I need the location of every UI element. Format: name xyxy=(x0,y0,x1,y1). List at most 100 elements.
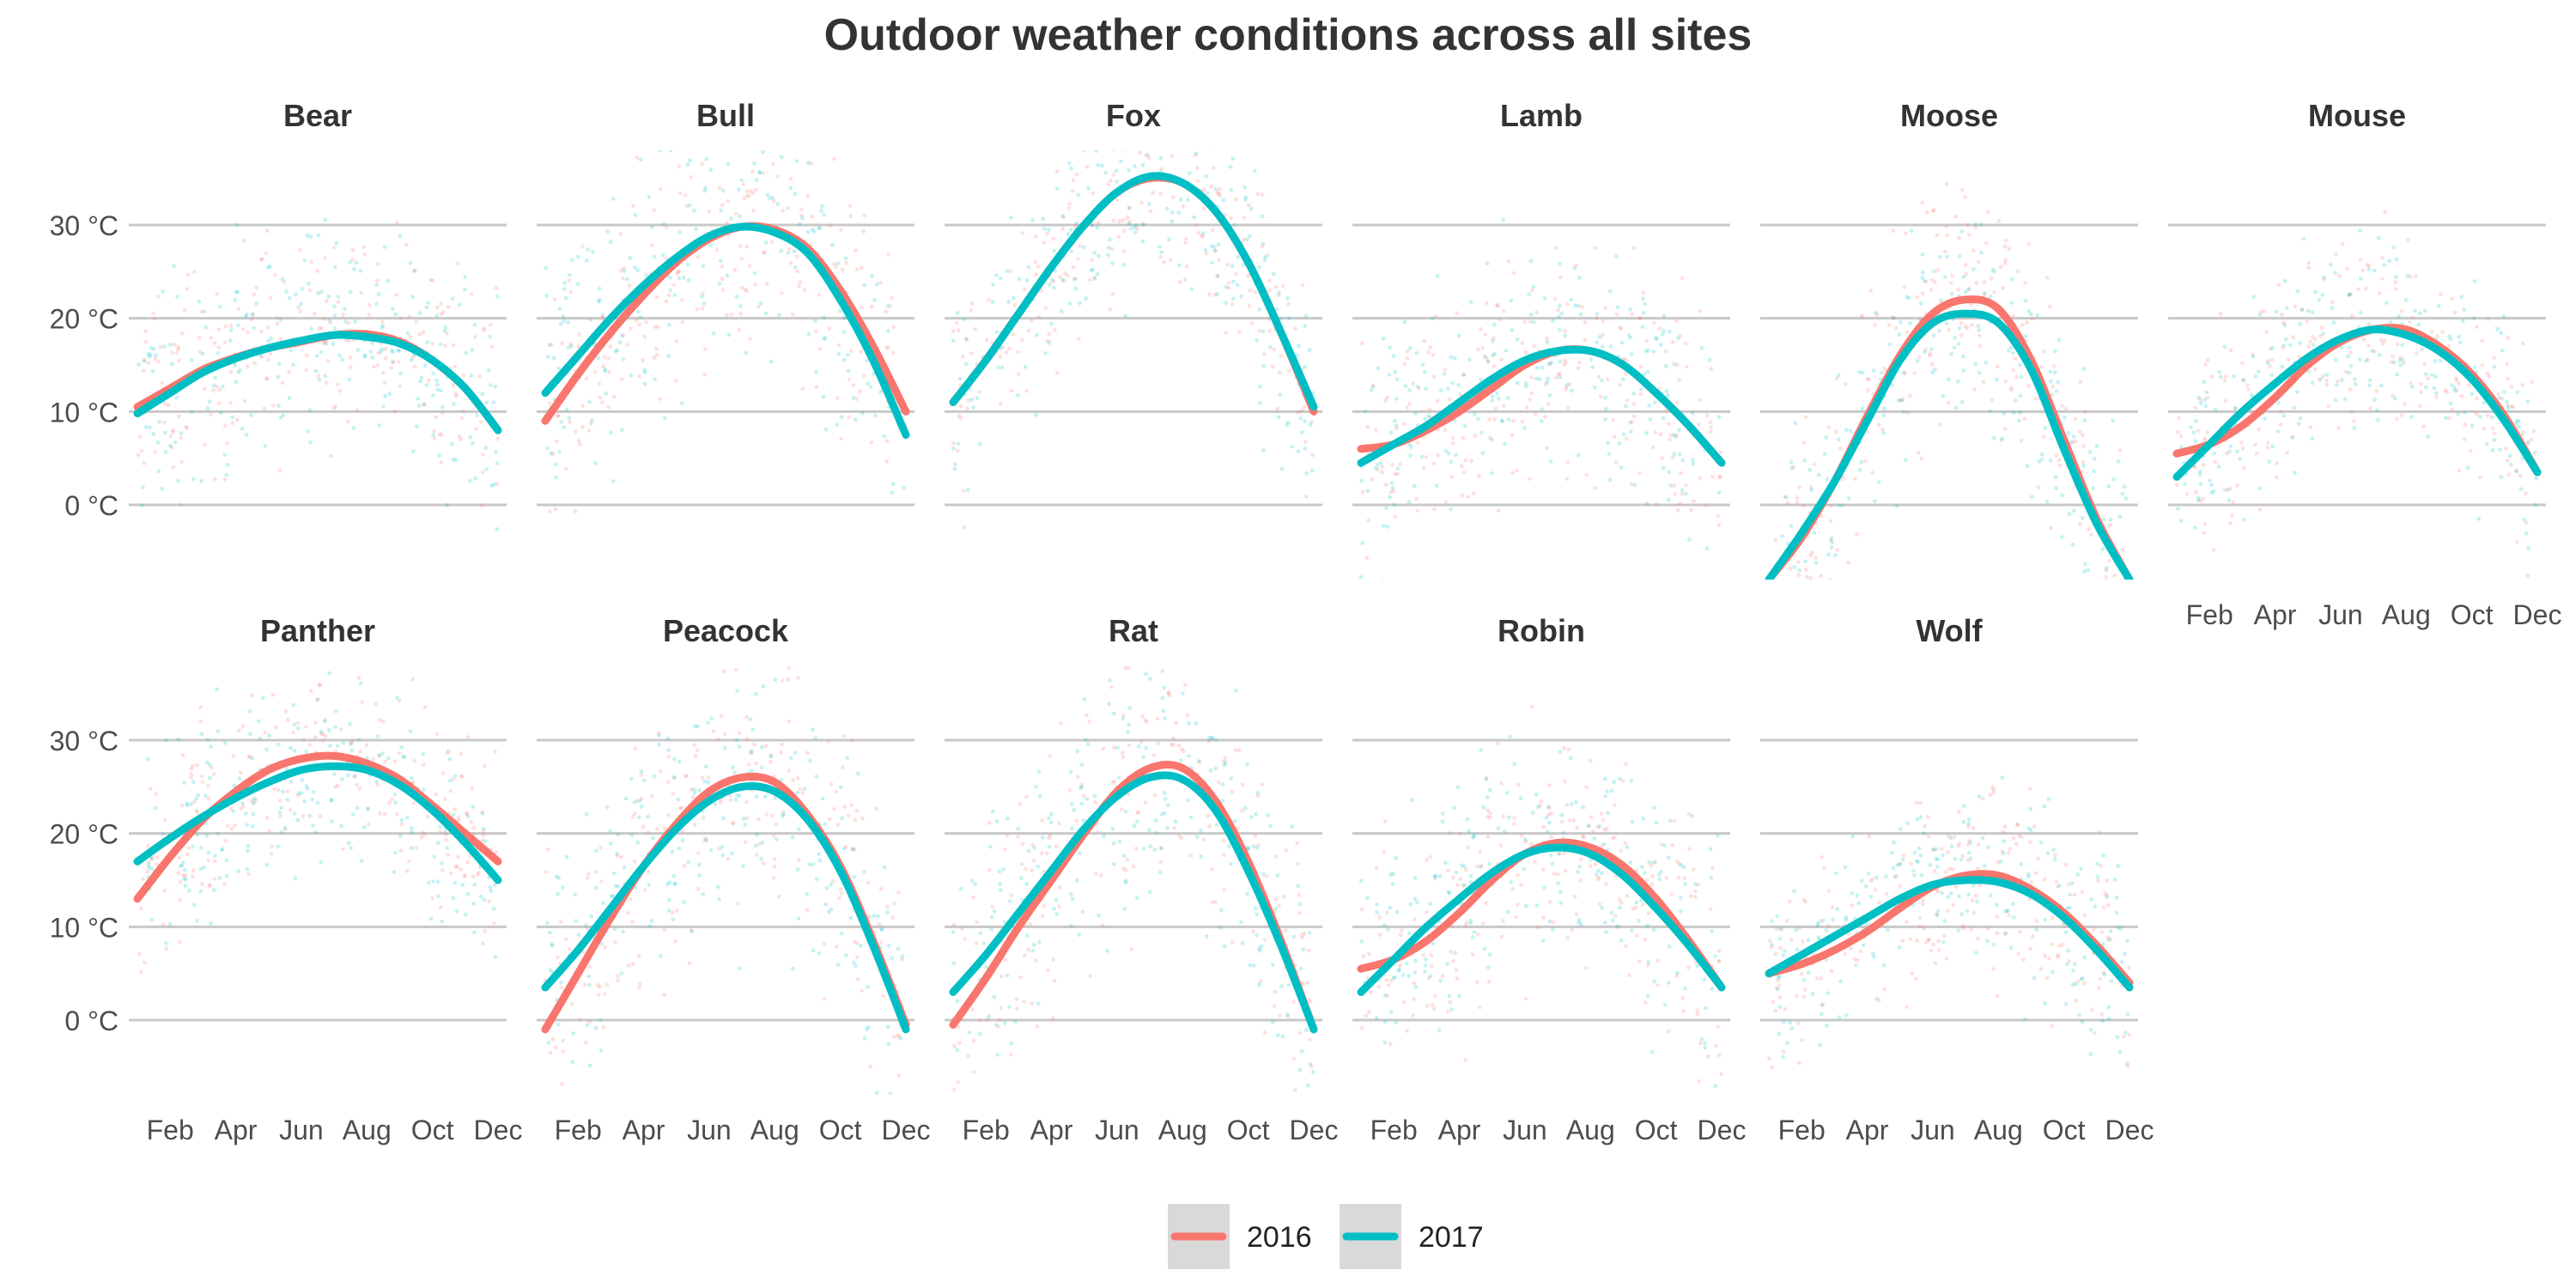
data-point-2017 xyxy=(1447,993,1452,999)
data-point-2017 xyxy=(1454,870,1459,875)
data-point-2016 xyxy=(751,208,756,213)
data-point-2017 xyxy=(734,295,739,299)
data-point-2016 xyxy=(1433,314,1438,319)
data-point-2016 xyxy=(2459,393,2464,398)
data-point-2016 xyxy=(1079,782,1084,787)
data-point-2017 xyxy=(1359,478,1364,483)
data-point-2017 xyxy=(1776,589,1780,593)
data-point-2017 xyxy=(1043,351,1048,355)
data-point-2016 xyxy=(1654,502,1658,507)
data-point-2017 xyxy=(711,331,716,336)
data-point-2017 xyxy=(1393,975,1397,980)
data-point-2016 xyxy=(2026,241,2032,246)
data-point-2016 xyxy=(1873,323,1877,327)
data-point-2016 xyxy=(1995,364,2000,369)
data-point-2016 xyxy=(2089,588,2093,592)
data-point-2017 xyxy=(562,280,567,285)
data-point-2016 xyxy=(1051,1016,1055,1021)
data-point-2016 xyxy=(137,434,143,439)
data-point-2016 xyxy=(859,349,864,354)
data-point-2017 xyxy=(874,282,879,287)
data-point-2016 xyxy=(154,792,159,796)
data-point-2016 xyxy=(1112,779,1117,784)
data-point-2016 xyxy=(1882,366,1887,371)
data-point-2016 xyxy=(1267,278,1272,283)
data-point-2017 xyxy=(2501,314,2506,319)
data-point-2017 xyxy=(620,333,624,338)
data-point-2016 xyxy=(687,961,692,966)
data-point-2017 xyxy=(551,355,556,361)
data-point-2016 xyxy=(1556,308,1560,313)
data-point-2016 xyxy=(1112,150,1116,152)
data-point-2017 xyxy=(643,272,648,277)
data-point-2017 xyxy=(1205,933,1209,939)
data-point-2017 xyxy=(879,927,884,932)
data-point-2016 xyxy=(1484,775,1489,781)
data-point-2016 xyxy=(1893,325,1899,331)
data-point-2017 xyxy=(1449,507,1453,512)
data-point-2016 xyxy=(1368,990,1373,994)
data-point-2016 xyxy=(241,238,246,243)
data-point-2016 xyxy=(1666,1030,1671,1034)
data-point-2016 xyxy=(1547,805,1552,810)
data-point-2016 xyxy=(746,193,751,198)
data-point-2016 xyxy=(1393,514,1398,519)
data-point-2017 xyxy=(666,908,671,913)
data-point-2017 xyxy=(1301,947,1306,952)
data-point-2017 xyxy=(2002,411,2007,416)
data-point-2017 xyxy=(1268,344,1273,349)
data-point-2017 xyxy=(391,349,395,355)
data-point-2017 xyxy=(2328,262,2333,267)
data-point-2017 xyxy=(425,340,429,344)
data-point-2017 xyxy=(1404,961,1409,966)
data-point-2017 xyxy=(480,392,485,397)
data-point-2016 xyxy=(336,300,341,305)
data-point-2017 xyxy=(1382,993,1388,998)
data-point-2017 xyxy=(1034,412,1038,417)
data-point-2016 xyxy=(1610,835,1615,841)
data-point-2016 xyxy=(1060,227,1066,231)
data-point-2016 xyxy=(2525,441,2530,447)
data-point-2017 xyxy=(1224,284,1228,289)
data-point-2017 xyxy=(1072,277,1077,282)
data-point-2017 xyxy=(1079,762,1084,768)
data-point-2017 xyxy=(549,451,554,456)
data-point-2016 xyxy=(666,812,671,817)
data-point-2017 xyxy=(375,734,380,738)
data-point-2017 xyxy=(2017,418,2021,423)
data-point-2017 xyxy=(1570,388,1574,393)
data-point-2016 xyxy=(494,286,499,290)
data-point-2017 xyxy=(2202,380,2207,385)
data-point-2017 xyxy=(1487,952,1492,957)
data-point-2016 xyxy=(1716,523,1722,527)
data-point-2017 xyxy=(1145,153,1150,158)
data-point-2016 xyxy=(2254,451,2259,456)
data-point-2017 xyxy=(212,888,216,892)
data-point-2017 xyxy=(335,744,340,749)
data-point-2017 xyxy=(1424,957,1428,962)
data-point-2017 xyxy=(951,338,956,343)
data-point-2017 xyxy=(2117,627,2122,631)
data-point-2017 xyxy=(447,756,453,762)
data-point-2017 xyxy=(1143,68,1147,72)
data-point-2016 xyxy=(1139,739,1144,744)
data-point-2017 xyxy=(1074,221,1079,226)
data-point-2016 xyxy=(1255,191,1261,197)
data-point-2017 xyxy=(821,394,826,399)
data-point-2017 xyxy=(451,457,456,462)
data-point-2016 xyxy=(1588,864,1593,868)
panel-lamb: Lamb xyxy=(1352,98,1730,580)
data-point-2016 xyxy=(238,770,243,775)
data-point-2016 xyxy=(817,292,822,297)
data-point-2017 xyxy=(326,294,331,299)
data-point-2016 xyxy=(407,314,412,319)
data-point-2017 xyxy=(1949,291,1954,296)
data-point-2016 xyxy=(2228,348,2233,353)
data-point-2016 xyxy=(176,414,181,419)
data-point-2017 xyxy=(1222,762,1227,768)
data-point-2017 xyxy=(587,399,592,404)
data-point-2017 xyxy=(2397,358,2403,363)
data-point-2017 xyxy=(1557,314,1561,319)
data-point-2016 xyxy=(1074,818,1079,823)
data-point-2016 xyxy=(2486,317,2491,321)
